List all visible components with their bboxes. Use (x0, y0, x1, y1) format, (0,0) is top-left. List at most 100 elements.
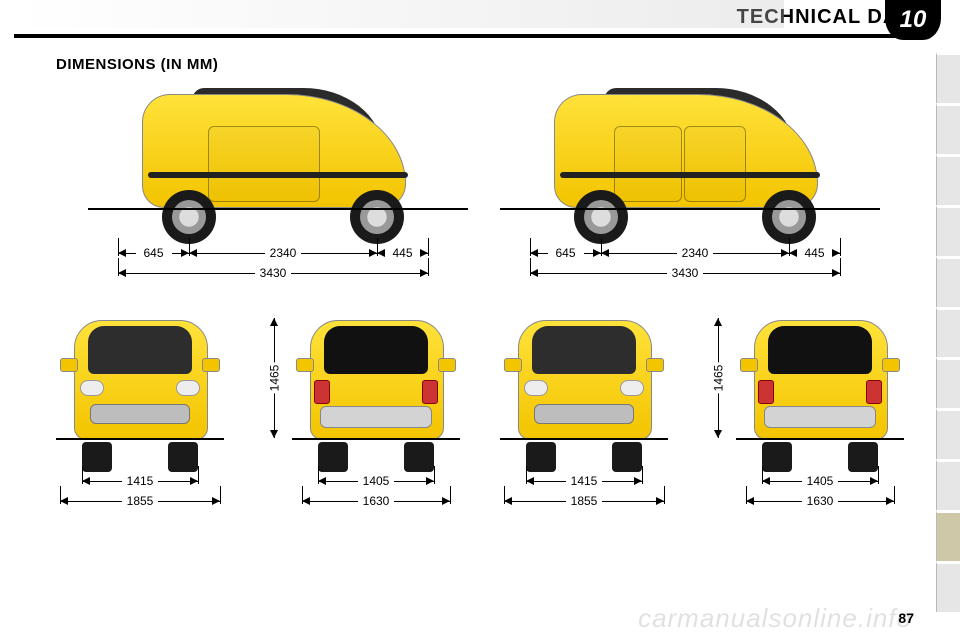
taillamp-right-icon (866, 380, 882, 404)
headlamp-left-icon (80, 380, 104, 396)
side-molding (148, 172, 408, 178)
front-track-dim: 1415 (500, 472, 668, 490)
grille (90, 404, 190, 424)
ground-line (736, 438, 904, 440)
front-width-value: 1855 (125, 494, 156, 508)
front-width-dim: 1855 (500, 492, 668, 510)
rear-wheel-icon (350, 190, 404, 244)
wheelbase-value: 2340 (680, 246, 711, 260)
side-molding (560, 172, 820, 178)
section-title: DIMENSIONS (IN MM) (56, 56, 218, 73)
diagram-area: 645 2340 445 (44, 82, 924, 550)
overall-length-value: 3430 (258, 266, 289, 280)
front-overhang-value: 645 (553, 246, 577, 260)
ground-line (88, 208, 468, 210)
rear-view-3door: 1465 14 (268, 310, 468, 510)
height-dim: 1465 (706, 318, 730, 438)
index-tab[interactable] (936, 103, 960, 154)
side-view-3door: 645 2340 445 (88, 82, 468, 282)
mirror-right-icon (202, 358, 220, 372)
rear-width-dim: 1630 (736, 492, 904, 510)
front-wheel-icon (574, 190, 628, 244)
mirror-right-icon (646, 358, 664, 372)
rear-overhang-value: 445 (390, 246, 414, 260)
headlamp-right-icon (176, 380, 200, 396)
mirror-left-icon (740, 358, 758, 372)
index-tabs (936, 52, 960, 612)
windshield (88, 326, 192, 374)
overall-length-value: 3430 (670, 266, 701, 280)
chapter-header: TECHNICAL DATA 10 (14, 0, 926, 38)
ground-line (500, 438, 668, 440)
side-dimensions-lower: 3430 (88, 264, 468, 282)
wheelbase-value: 2340 (268, 246, 299, 260)
page-number: 87 (898, 610, 914, 626)
side-dimensions-upper: 645 2340 445 (500, 244, 880, 262)
headlamp-left-icon (524, 380, 548, 396)
tire-icon (848, 442, 878, 472)
watermark-text: carmanualsonline.info (638, 603, 912, 634)
index-tab[interactable] (936, 52, 960, 103)
taillamp-left-icon (758, 380, 774, 404)
car-side-illustration (500, 82, 880, 242)
rear-track-dim: 1405 (292, 472, 460, 490)
index-tab[interactable] (936, 510, 960, 561)
chapter-number-badge: 10 (885, 0, 941, 40)
mirror-left-icon (60, 358, 78, 372)
tire-icon (318, 442, 348, 472)
rear-wheel-icon (762, 190, 816, 244)
mirror-right-icon (882, 358, 900, 372)
rear-bumper (320, 406, 432, 428)
tire-icon (526, 442, 556, 472)
front-track-dim: 1415 (56, 472, 224, 490)
index-tab[interactable] (936, 307, 960, 358)
taillamp-right-icon (422, 380, 438, 404)
rear-track-value: 1405 (361, 474, 392, 488)
index-tab[interactable] (936, 357, 960, 408)
front-overhang-value: 645 (141, 246, 165, 260)
index-tab[interactable] (936, 561, 960, 612)
car-front-illustration (56, 310, 224, 470)
windshield (532, 326, 636, 374)
front-view-5door: 1415 1855 (500, 310, 680, 510)
ground-line (292, 438, 460, 440)
car-front-door (614, 126, 682, 202)
front-track-value: 1415 (125, 474, 156, 488)
front-track-value: 1415 (569, 474, 600, 488)
tire-icon (612, 442, 642, 472)
side-dimensions-upper: 645 2340 445 (88, 244, 468, 262)
index-tab[interactable] (936, 459, 960, 510)
mirror-right-icon (438, 358, 456, 372)
ground-line (500, 208, 880, 210)
index-tab[interactable] (936, 205, 960, 256)
front-view-3door: 1415 1855 (56, 310, 236, 510)
front-rear-row: 1415 1855 1465 (44, 310, 924, 550)
mirror-left-icon (504, 358, 522, 372)
index-tab[interactable] (936, 154, 960, 205)
car-side-illustration (88, 82, 468, 242)
ground-line (56, 438, 224, 440)
car-rear-illustration (736, 310, 904, 470)
front-width-value: 1855 (569, 494, 600, 508)
index-tab[interactable] (936, 408, 960, 459)
rear-overhang-value: 445 (802, 246, 826, 260)
grille (534, 404, 634, 424)
height-value: 1465 (711, 363, 725, 394)
rear-track-value: 1405 (805, 474, 836, 488)
tire-icon (82, 442, 112, 472)
car-rear-illustration (292, 310, 460, 470)
side-view-5door: 645 2340 445 3430 (500, 82, 880, 282)
header-gradient (14, 0, 784, 28)
rear-window (768, 326, 872, 374)
front-width-dim: 1855 (56, 492, 224, 510)
rear-track-dim: 1405 (736, 472, 904, 490)
height-value: 1465 (267, 363, 281, 394)
chapter-number: 10 (900, 6, 927, 34)
rear-bumper (764, 406, 876, 428)
height-dim: 1465 (262, 318, 286, 438)
taillamp-left-icon (314, 380, 330, 404)
car-rear-door (684, 126, 746, 202)
headlamp-right-icon (620, 380, 644, 396)
tire-icon (168, 442, 198, 472)
index-tab[interactable] (936, 256, 960, 307)
